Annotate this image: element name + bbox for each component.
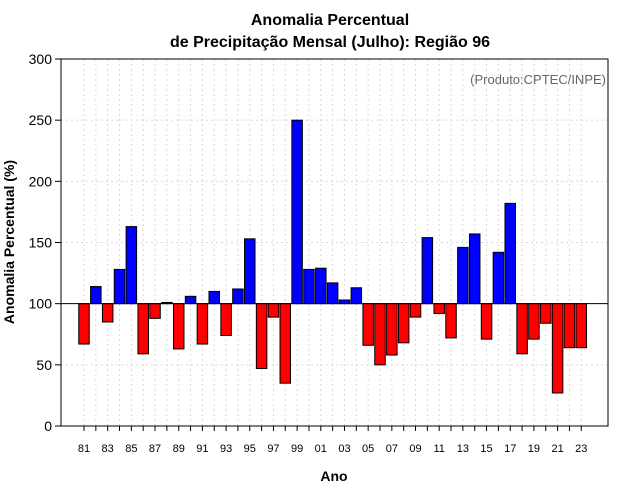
bar-05 xyxy=(362,303,374,346)
y-tick-label: 0 xyxy=(44,418,52,434)
bar-12 xyxy=(445,303,457,339)
gridlines xyxy=(61,58,608,427)
x-tick-label: 11 xyxy=(433,443,444,455)
bar-19 xyxy=(528,303,540,340)
bar-83 xyxy=(101,303,114,323)
x-tick-label: 01 xyxy=(315,443,327,455)
bar-89 xyxy=(172,303,185,350)
x-tick-label: 17 xyxy=(504,443,516,455)
bar-87 xyxy=(149,303,161,319)
bar-82 xyxy=(90,286,102,305)
chart-title-line1: Anomalia Percentual xyxy=(251,12,409,29)
x-tick-label: 05 xyxy=(362,443,374,455)
bar-22 xyxy=(563,303,576,349)
x-tick-label: 99 xyxy=(291,443,303,455)
bar-99 xyxy=(291,119,303,305)
bar-21 xyxy=(551,303,564,394)
bar-10 xyxy=(421,237,434,305)
x-tick-label: 23 xyxy=(575,443,587,455)
bar-08 xyxy=(397,303,410,344)
bar-91 xyxy=(196,303,209,345)
y-tick-label: 150 xyxy=(29,235,53,251)
y-tick-label: 300 xyxy=(29,51,53,67)
y-axis-label: Anomalia Percentual (%) xyxy=(1,160,17,324)
bar-15 xyxy=(480,303,493,340)
credit-label: (Produto:CPTEC/INPE) xyxy=(470,72,606,87)
bar-14 xyxy=(468,233,481,305)
bar-16 xyxy=(492,251,505,305)
x-tick-label: 19 xyxy=(528,443,540,455)
x-tick-label: 85 xyxy=(125,443,137,455)
bar-03 xyxy=(338,299,351,305)
x-tick-label: 09 xyxy=(409,443,421,455)
bar-23 xyxy=(575,303,588,349)
bar-90 xyxy=(184,295,197,305)
bar-17 xyxy=(504,202,516,305)
chart-title-line2: de Precipitação Mensal (Julho): Região 9… xyxy=(170,34,490,51)
bar-92 xyxy=(208,290,220,305)
bar-00 xyxy=(303,268,315,305)
y-tick-label: 100 xyxy=(29,296,53,312)
x-tick-label: 21 xyxy=(551,443,563,455)
x-tick-label: 83 xyxy=(102,443,114,455)
bar-09 xyxy=(409,303,422,318)
x-tick-label: 15 xyxy=(480,443,492,455)
y-tick-label: 50 xyxy=(36,357,52,373)
y-axis: 0 50 100 150 200 250 300 xyxy=(29,51,61,434)
bar-96 xyxy=(255,303,268,370)
x-axis: 81 83 85 87 89 91 93 95 97 99 01 03 05 07 09 11 13 15 17 19… xyxy=(78,426,587,455)
bar-18 xyxy=(516,303,528,355)
bar-85 xyxy=(125,226,138,305)
x-tick-label: 81 xyxy=(78,443,90,455)
y-tick-label: 250 xyxy=(29,112,53,128)
bar-01 xyxy=(315,267,327,305)
x-tick-label: 03 xyxy=(338,443,350,455)
x-tick-label: 89 xyxy=(173,443,185,455)
bars xyxy=(78,119,588,394)
bar-13 xyxy=(457,246,469,305)
bar-98 xyxy=(279,303,292,384)
x-tick-label: 87 xyxy=(149,443,161,455)
bar-97 xyxy=(267,303,280,318)
x-tick-label: 91 xyxy=(196,443,208,455)
x-tick-label: 97 xyxy=(267,443,279,455)
x-tick-label: 95 xyxy=(244,443,256,455)
bar-93 xyxy=(220,303,232,336)
bar-94 xyxy=(232,288,244,305)
x-tick-label: 13 xyxy=(457,443,469,455)
bar-07 xyxy=(386,303,398,356)
x-tick-label: 07 xyxy=(386,443,398,455)
bar-02 xyxy=(326,282,339,305)
bar-11 xyxy=(433,303,445,314)
bar-86 xyxy=(137,303,149,355)
bar-81 xyxy=(78,303,90,345)
bar-95 xyxy=(244,238,256,305)
x-axis-label: Ano xyxy=(320,468,347,484)
bar-06 xyxy=(374,303,386,366)
x-tick-label: 93 xyxy=(220,443,232,455)
bar-20 xyxy=(540,303,552,324)
y-tick-label: 200 xyxy=(29,173,53,189)
bar-84 xyxy=(113,268,126,305)
bar-04 xyxy=(350,287,363,305)
